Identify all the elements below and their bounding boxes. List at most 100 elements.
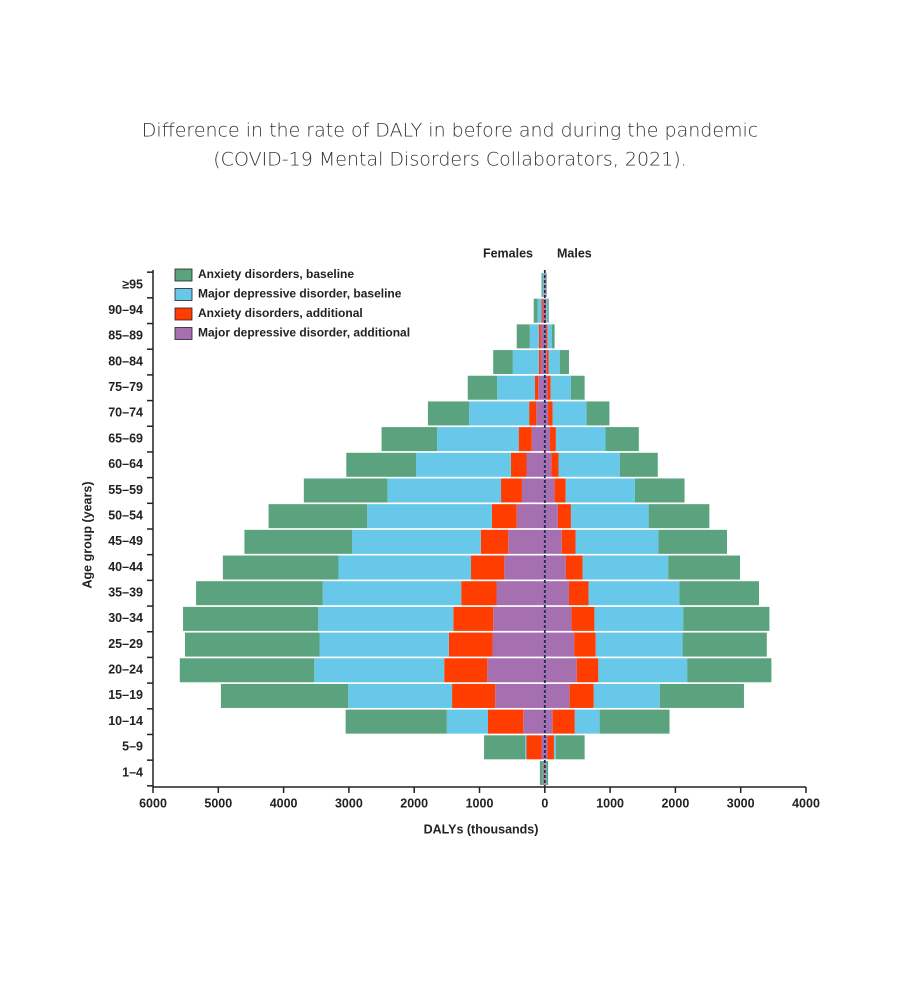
bar-segment xyxy=(574,709,600,734)
bar-segment xyxy=(345,709,447,734)
bar-segment xyxy=(222,555,339,580)
bar-segment xyxy=(471,555,505,580)
bar-segment xyxy=(668,555,741,580)
bar-segment xyxy=(496,581,545,606)
bar-segment xyxy=(544,735,548,760)
bar-segment xyxy=(179,658,315,683)
bar-segment xyxy=(544,683,570,708)
bar-segment xyxy=(318,606,454,631)
bar-segment xyxy=(367,504,492,529)
x-tick-label: 1000 xyxy=(596,796,624,810)
bar-segment xyxy=(535,375,539,400)
bar-segment xyxy=(574,632,596,657)
bar-segment xyxy=(544,555,566,580)
bar-segment xyxy=(683,606,770,631)
bar-segment xyxy=(526,735,542,760)
bar-segment xyxy=(542,761,544,785)
bar-segment xyxy=(586,401,610,426)
bar-segment xyxy=(550,427,556,452)
bar-segment xyxy=(575,529,659,554)
y-tick-label: 75–79 xyxy=(108,380,143,394)
bar-segment xyxy=(544,375,548,400)
bar-segment xyxy=(687,658,772,683)
x-axis-label: DALYs (thousands) xyxy=(424,822,539,836)
bar-segment xyxy=(531,427,545,452)
bar-segment xyxy=(546,761,549,785)
bar-segment xyxy=(220,683,349,708)
bar-segment xyxy=(525,735,527,760)
bar-segment xyxy=(658,529,727,554)
bar-segment xyxy=(183,606,319,631)
bar-segment xyxy=(541,298,543,323)
bar-segment xyxy=(544,529,562,554)
bar-segment xyxy=(348,683,453,708)
y-tick-label: 1–4 xyxy=(122,765,143,779)
bar-segment xyxy=(541,735,545,760)
bar-segment xyxy=(571,606,595,631)
bar-segment xyxy=(544,504,558,529)
y-tick-label: 20–24 xyxy=(108,663,143,677)
bar-segment xyxy=(529,324,539,349)
bar-segment xyxy=(526,452,545,477)
bar-segment xyxy=(540,350,545,375)
bar-segment xyxy=(504,555,545,580)
bar-segment xyxy=(444,658,488,683)
bar-segment xyxy=(546,350,549,375)
y-tick-label: 40–44 xyxy=(108,560,143,574)
bar-segment xyxy=(497,375,536,400)
bar-segment xyxy=(565,555,583,580)
bar-segment xyxy=(569,683,594,708)
bar-segment xyxy=(538,375,545,400)
bar-segment xyxy=(619,452,658,477)
bar-segment xyxy=(682,632,767,657)
bar-segment xyxy=(544,606,572,631)
bar-segment xyxy=(547,324,552,349)
bar-segment xyxy=(544,350,547,375)
x-tick-label: 2000 xyxy=(400,796,428,810)
x-tick-label: 2000 xyxy=(661,796,689,810)
bar-segment xyxy=(548,350,560,375)
x-tick-label: 1000 xyxy=(466,796,494,810)
bar-segment xyxy=(542,273,544,297)
bar-segment xyxy=(595,632,683,657)
bar-segment xyxy=(461,581,497,606)
bar-segment xyxy=(634,478,685,503)
bar-segment xyxy=(523,709,545,734)
bar-segment xyxy=(536,401,545,426)
bar-segment xyxy=(453,606,494,631)
bar-segment xyxy=(552,401,587,426)
bar-segment xyxy=(491,504,517,529)
bar-segment xyxy=(510,452,527,477)
y-tick-label: 90–94 xyxy=(108,303,143,317)
bar-segment xyxy=(555,427,606,452)
bar-segment xyxy=(570,375,585,400)
bar-segment xyxy=(545,273,547,297)
bar-segment xyxy=(543,761,545,785)
x-tick-label: 5000 xyxy=(204,796,232,810)
bar-segment xyxy=(387,478,502,503)
bar-segment xyxy=(648,504,710,529)
y-tick-label: 35–39 xyxy=(108,586,143,600)
bar-segment xyxy=(546,324,548,349)
bar-segment xyxy=(550,375,571,400)
bar-segment xyxy=(559,350,569,375)
bar-segment xyxy=(547,375,551,400)
bar-segment xyxy=(319,632,449,657)
bar-segment xyxy=(545,761,547,785)
y-tick-label: 60–64 xyxy=(108,457,143,471)
x-tick-label: 0 xyxy=(541,796,548,810)
bar-segment xyxy=(427,401,470,426)
bar-segment xyxy=(480,529,509,554)
y-tick-label: 80–84 xyxy=(108,354,143,368)
bar-segment xyxy=(547,298,549,323)
y-tick-label: 5–9 xyxy=(122,740,143,754)
bar-segment xyxy=(518,427,532,452)
bar-segment xyxy=(533,298,538,323)
bar-segment xyxy=(303,478,388,503)
bar-segment xyxy=(512,350,539,375)
bar-segment xyxy=(679,581,759,606)
y-tick-label: ≥95 xyxy=(122,277,143,291)
bar-segment xyxy=(554,478,566,503)
bar-segment xyxy=(508,529,545,554)
bar-segment xyxy=(551,324,555,349)
